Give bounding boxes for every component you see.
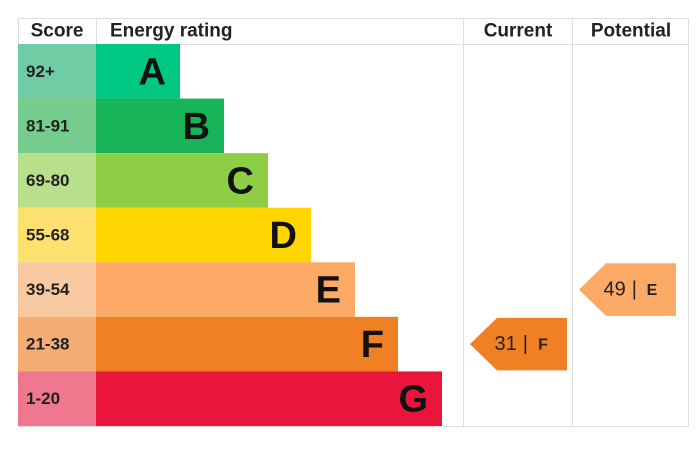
potential-rating: 49 | E — [579, 263, 676, 316]
score-separator: | — [523, 333, 528, 355]
score-cell — [18, 44, 96, 99]
rating-score: 49 | — [604, 279, 637, 301]
rating-letter: E — [316, 270, 341, 312]
header-current: Current — [484, 21, 553, 42]
rating-letter: C — [227, 160, 254, 202]
score-range: 55-68 — [26, 226, 69, 245]
rating-bar — [96, 316, 398, 372]
rating-letter: F — [538, 337, 548, 354]
score-cell — [18, 207, 96, 263]
rating-letter: F — [361, 324, 384, 366]
rating-letter: E — [647, 282, 658, 299]
rating-bar — [96, 262, 355, 317]
score-separator: | — [632, 279, 637, 301]
score-cell — [18, 316, 96, 372]
score-range: 1-20 — [26, 389, 60, 408]
score-range: 21-38 — [26, 335, 69, 354]
rating-bar — [96, 98, 224, 154]
rating-letter: A — [139, 51, 166, 93]
score-range: 81-91 — [26, 116, 69, 135]
rating-arrow — [470, 317, 567, 371]
rating-arrow — [579, 263, 676, 316]
rating-score: 31 | — [495, 333, 528, 355]
header-rating: Energy rating — [110, 21, 232, 42]
score-range: 39-54 — [26, 280, 70, 299]
rating-bar — [96, 153, 268, 208]
rating-letter: G — [398, 379, 428, 421]
score-value: 49 — [604, 279, 626, 301]
score-cell — [18, 98, 96, 154]
rating-bar — [96, 207, 311, 263]
header-potential: Potential — [591, 21, 671, 42]
score-cell — [18, 371, 96, 426]
header-score: Score — [31, 21, 84, 42]
score-cell — [18, 262, 96, 317]
rating-letter: B — [183, 106, 210, 148]
score-cell — [18, 153, 96, 208]
score-value: 31 — [495, 333, 517, 355]
rating-bar — [96, 371, 442, 426]
score-range: 69-80 — [26, 171, 69, 190]
rating-letter: D — [270, 215, 297, 257]
current-rating: 31 | F — [470, 317, 567, 371]
score-range: 92+ — [26, 62, 55, 81]
rating-bar — [96, 44, 180, 99]
